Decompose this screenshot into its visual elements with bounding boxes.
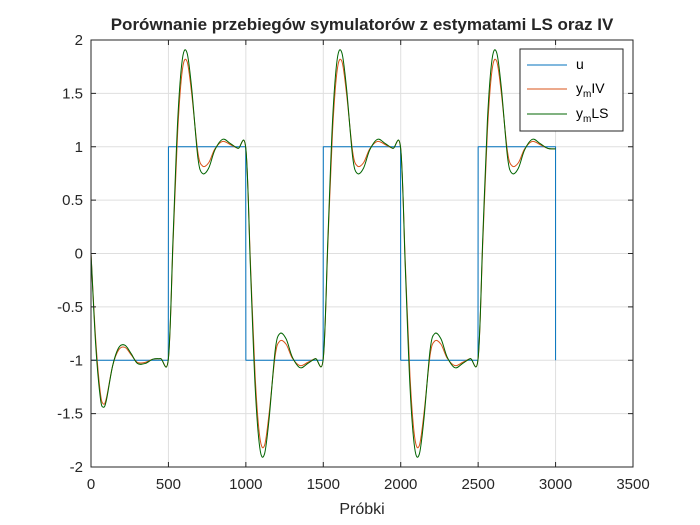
y-tick-label: -1 — [70, 352, 83, 369]
y-tick-label: 1 — [75, 139, 83, 156]
legend-label-subscript: m — [583, 89, 591, 100]
legend-label-u: u — [576, 56, 584, 72]
legend-label-tail: IV — [591, 80, 605, 96]
y-axis: -2 -1.5 -1 -0.5 0 0.5 1 1.5 2 — [57, 32, 633, 476]
y-tick-label: 0 — [75, 246, 83, 263]
x-tick-label: 2500 — [461, 476, 494, 493]
legend-label-ymLS: ymLS — [576, 105, 608, 125]
y-tick-label: 2 — [75, 32, 83, 49]
x-tick-label: 1500 — [307, 476, 340, 493]
x-tick-label: 2000 — [384, 476, 417, 493]
y-tick-label: -0.5 — [57, 299, 83, 316]
y-tick-label: 1.5 — [62, 85, 83, 102]
legend-label-subscript: m — [583, 114, 591, 125]
y-tick-label: -2 — [70, 459, 83, 476]
series-layer — [90, 49, 557, 458]
x-tick-label: 3000 — [539, 476, 572, 493]
series-line-u — [91, 146, 557, 361]
legend-label-main: u — [576, 56, 584, 72]
y-tick-label: 0.5 — [62, 192, 83, 209]
x-axis: 0 500 1000 1500 2000 2500 3000 3500 — [87, 40, 650, 493]
series-line-ymLS — [90, 49, 556, 458]
x-axis-label: Próbki — [339, 501, 384, 518]
x-tick-label: 1000 — [229, 476, 262, 493]
x-tick-label: 0 — [87, 476, 95, 493]
x-tick-label: 500 — [156, 476, 181, 493]
legend-box — [519, 48, 624, 132]
x-tick-label: 3500 — [616, 476, 649, 493]
legend-label-ymIV: ymIV — [576, 80, 605, 100]
legend-label-main: y — [576, 80, 583, 96]
legend-label-main: y — [576, 105, 583, 121]
chart-title: Porównanie przebiegów symulatorów z esty… — [111, 15, 614, 34]
legend-label-tail: LS — [591, 105, 608, 121]
y-tick-label: -1.5 — [57, 406, 83, 423]
